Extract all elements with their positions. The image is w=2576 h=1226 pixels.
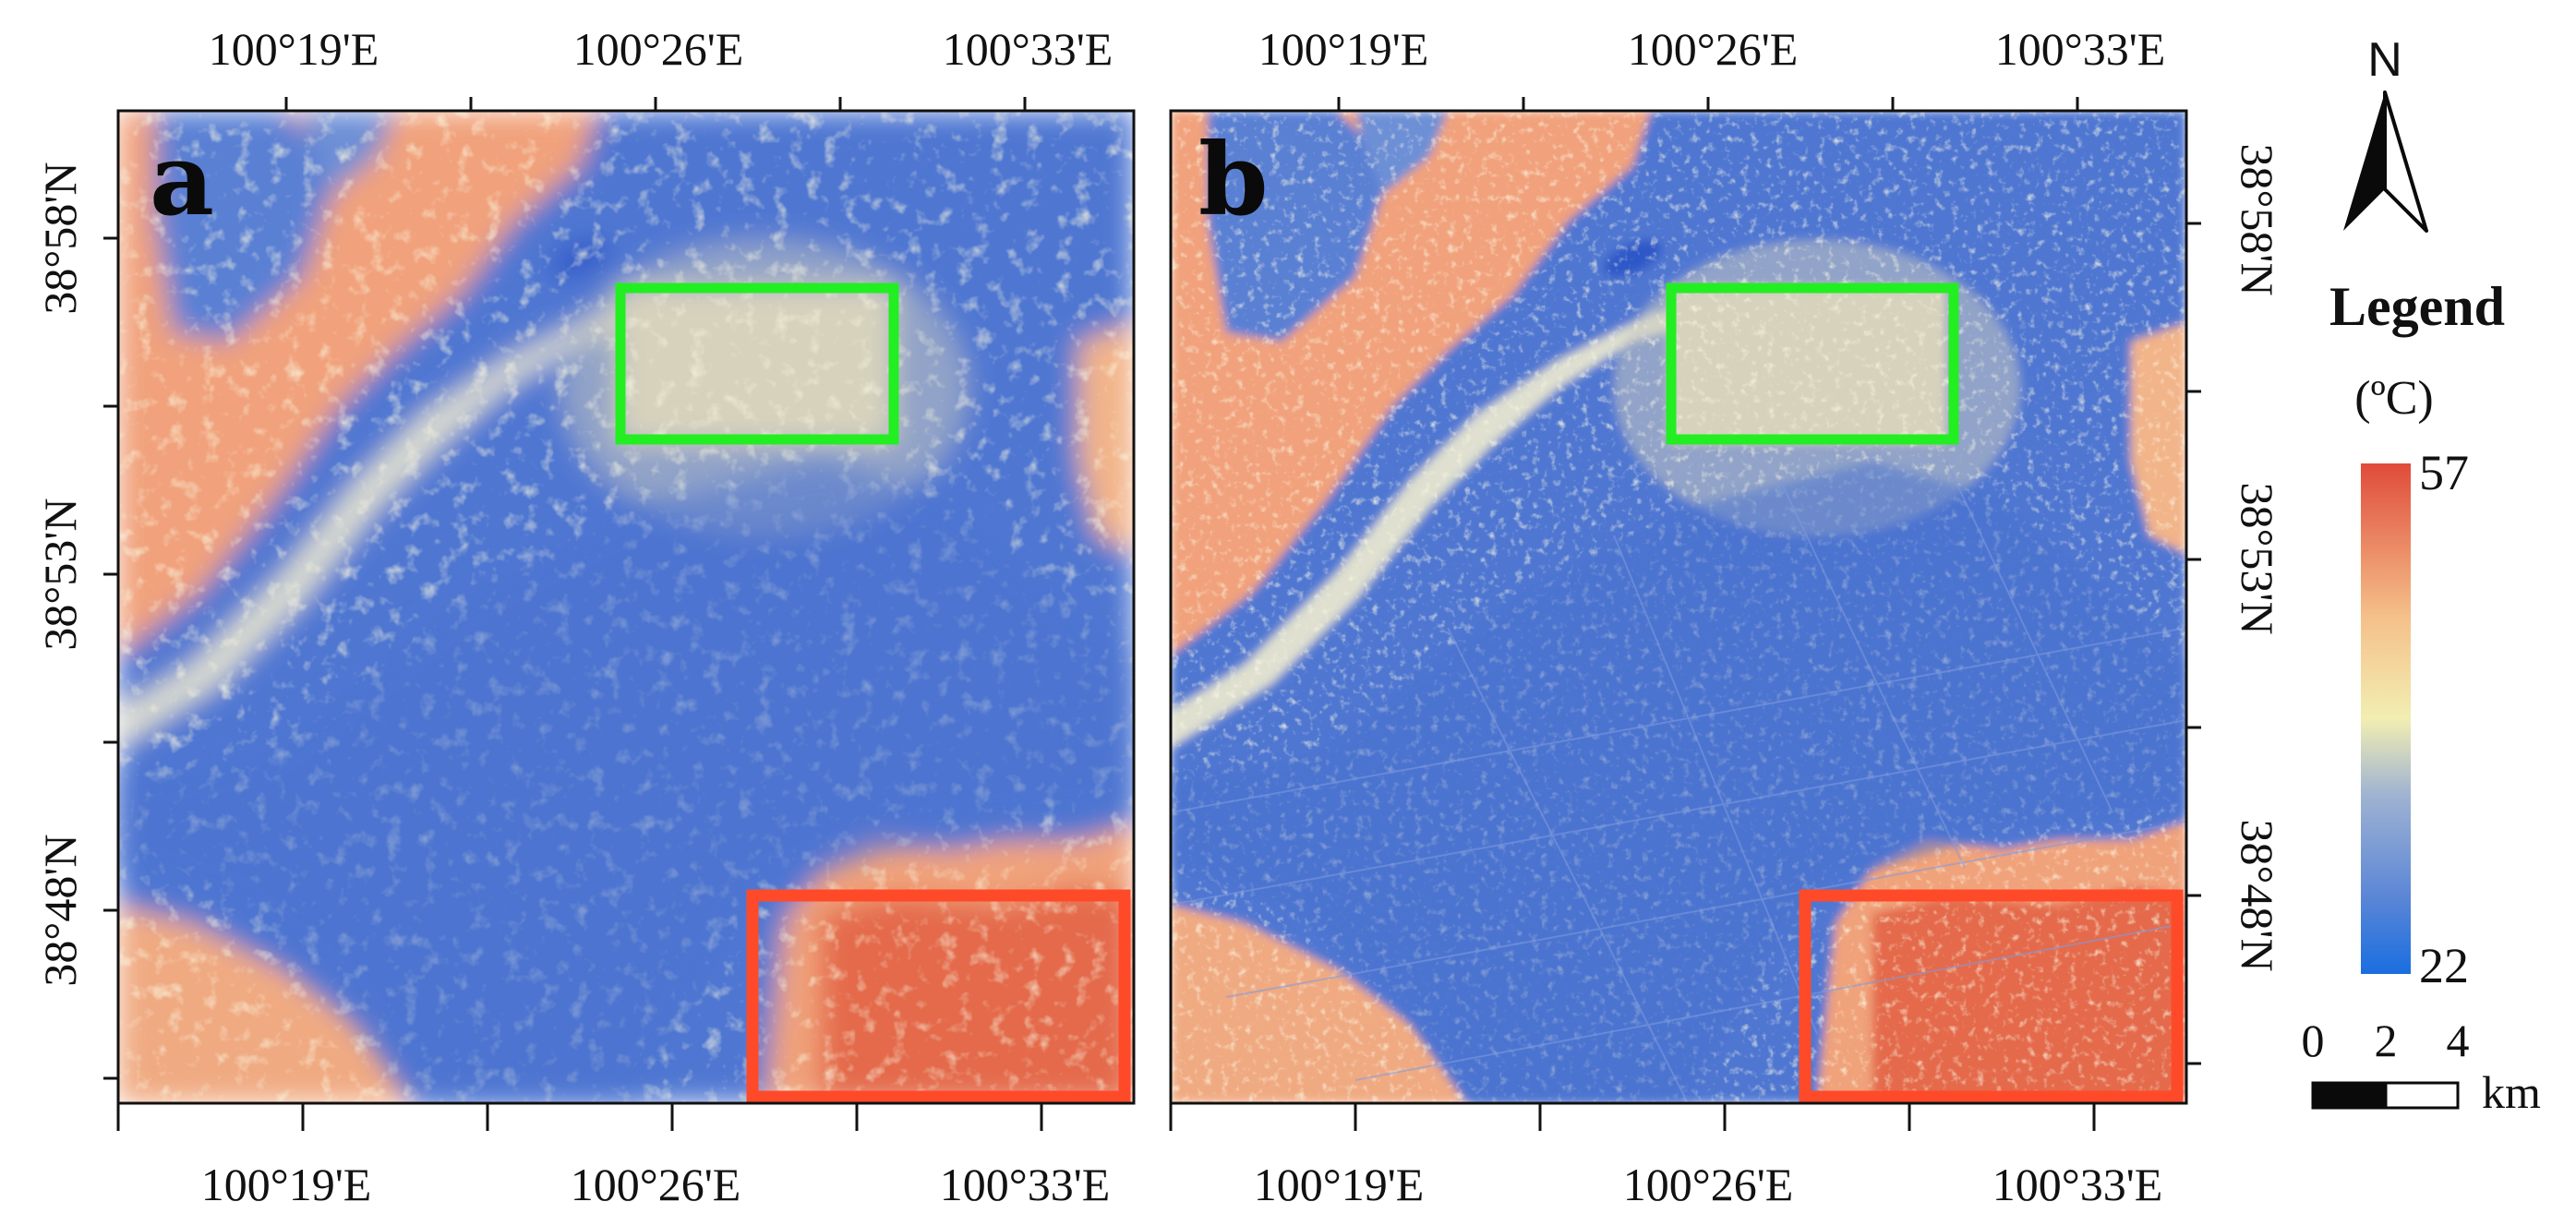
panel-b-right-tick-1: 38°58'N [2232,143,2283,295]
legend-min-label: 22 [2419,938,2469,993]
scale-tick-4: 4 [2447,1015,2470,1066]
desert-region-box-b [1799,889,2184,1103]
scale-unit: km [2482,1066,2541,1118]
panel-a-bottom-tick-2: 100°26'E [571,1159,741,1210]
map-panel-a: a 100°19'E 100°26'E 100°33'E 100°19'E 10… [34,23,1136,1210]
panel-b-bottom-tick-3: 100°33'E [1992,1159,2163,1210]
panel-a-top-tickmarks [284,97,1027,111]
desert-region-box [746,889,1131,1103]
legend-max-label: 57 [2419,445,2469,500]
panel-a-left-tick-3: 38°48'N [34,834,86,986]
panel-b-top-tick-1: 100°19'E [1258,23,1429,75]
scale-tick-0: 0 [2302,1015,2325,1066]
north-arrow-icon [2343,90,2428,233]
panel-a-top-tick-2: 100°26'E [573,23,744,75]
panel-b-top-tickmarks [1337,97,2079,111]
panel-b-bottom-tick-1: 100°19'E [1254,1159,1425,1210]
panel-b-right-tick-2: 38°53'N [2232,482,2283,634]
urban-region-box [615,282,899,445]
panel-b-bottom-tickmarks [1169,1103,2096,1131]
legend-color-ramp [2361,463,2411,974]
panel-b-letter: b [1198,122,1269,238]
legend-unit: (ºC) [2354,372,2433,425]
panel-a-letter: a [150,122,214,238]
legend-title: Legend [2329,276,2505,337]
panel-b-top-tick-3: 100°33'E [1995,23,2166,75]
lst-map-b [1171,111,2186,1103]
panel-b-right-tickmarks [2186,222,2201,1065]
panel-a-left-tick-1: 38°58'N [34,162,86,314]
scale-bar: 0 2 4 km [2302,1015,2542,1118]
map-panel-b: b 100°19'E 100°26'E 100°33'E 100°19'E 10… [1169,23,2283,1210]
north-arrow: N [2343,33,2428,233]
panel-a-left-tick-2: 38°53'N [34,498,86,650]
panel-a-bottom-tick-3: 100°33'E [940,1159,1111,1210]
scale-tick-2: 2 [2375,1015,2398,1066]
panel-a-left-tickmarks [103,236,118,1080]
panel-a-top-tick-1: 100°19'E [209,23,379,75]
panel-a-top-tick-3: 100°33'E [943,23,1113,75]
panel-b-top-tick-2: 100°26'E [1628,23,1799,75]
panel-a-bottom-tick-1: 100°19'E [201,1159,372,1210]
panel-b-right-tick-3: 38°48'N [2232,819,2283,971]
north-arrow-label: N [2367,33,2402,87]
panel-a-bottom-tickmarks [116,1103,1043,1131]
urban-region-box-b [1666,282,1959,445]
panel-b-bottom-tick-2: 100°26'E [1623,1159,1794,1210]
lst-map-a [118,111,1134,1103]
legend: Legend (ºC) 57 22 [2329,276,2505,993]
